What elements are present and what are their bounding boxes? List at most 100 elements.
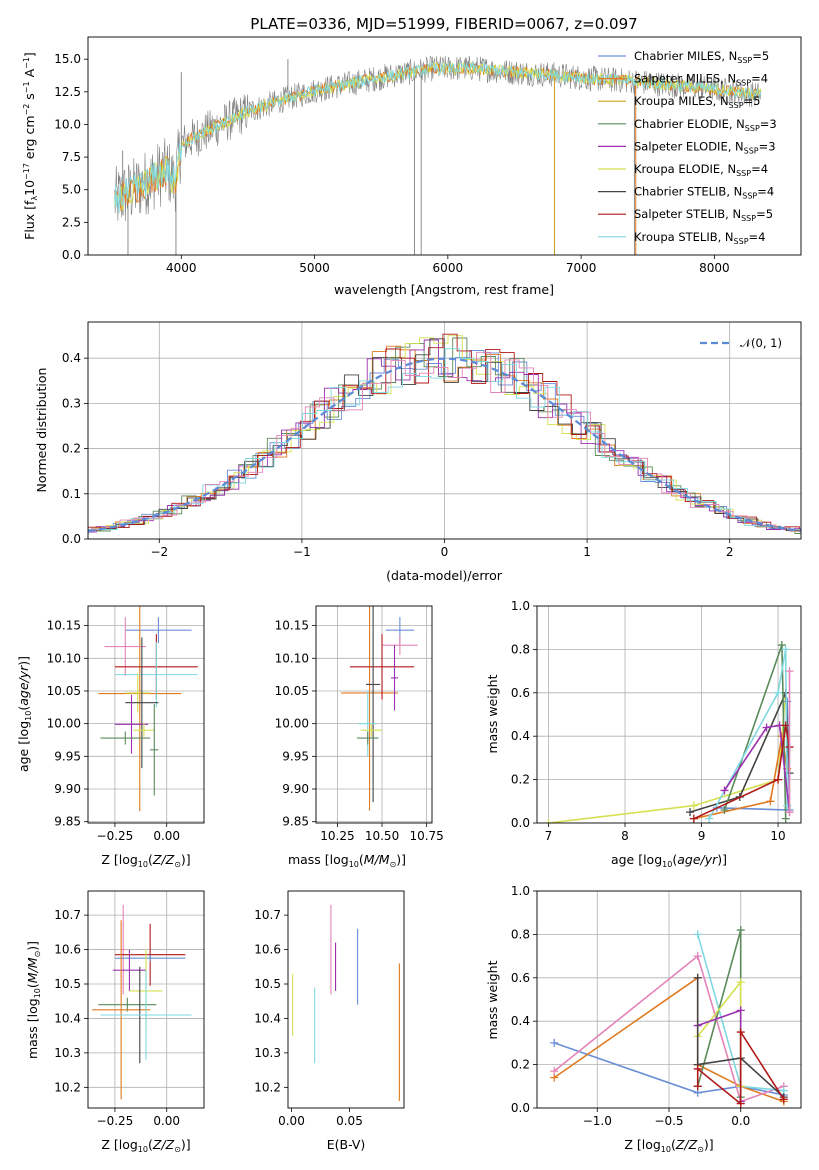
x-tick-label: 5000 [299,261,330,275]
y-tick-label: 10.15 [47,619,81,633]
weight-marker [736,1028,745,1037]
y-tick-label: 0.0 [62,248,81,262]
weight-marker [720,786,729,795]
plot-title: PLATE=0336, MJD=51999, FIBERID=0067, z=0… [250,15,637,33]
panel-massweight-vs-Z: −1.0 −0.5 0.0 0.0 0.2 0.4 0.6 0.8 1.0 Z [log10(Z/… [485,884,802,1154]
weight-marker [762,723,771,732]
legend-label: Chabrier ELODIE, NSSP=3 [634,117,777,133]
weight-marker [766,797,775,806]
histogram-step [88,348,801,535]
x-axis-label: E(B-V) [327,1137,366,1152]
x-tick-label: 10.50 [365,829,399,843]
y-tick-label: 1.0 [511,884,530,898]
weight-marker [544,819,553,823]
y-tick-label: 9.85 [282,815,309,829]
x-tick-label: 9 [698,829,706,843]
weight-marker [779,1095,788,1104]
weight-marker [693,1064,702,1073]
x-axis-label: age [log10(age/yr)] [611,852,727,869]
y-tick-label: 10.4 [254,1011,281,1025]
x-tick-label: 8 [621,829,629,843]
legend-label: Chabrier STELIB, NSSP=4 [634,185,774,201]
model-spectrum [114,61,762,212]
weight-marker [774,775,783,784]
weight-marker [736,1006,745,1015]
y-axis-label: mass [log10(M/M⊙)] [25,941,42,1059]
plot-area [88,891,204,1108]
model-spectrum [114,61,762,214]
legend-label: 𝒩(0, 1) [740,336,782,350]
x-tick-label: 0.00 [278,1114,305,1128]
x-axis-label: wavelength [Angstrom, rest frame] [334,282,554,297]
x-tick-label: 8000 [699,261,730,275]
weight-marker [736,926,745,935]
y-tick-label: 0.6 [511,686,530,700]
legend-label: Kroupa STELIB, NSSP=4 [634,230,765,246]
legend-label: Salpeter STELIB, NSSP=5 [634,207,773,223]
weight-marker [689,801,698,810]
y-tick-label: 10.10 [47,651,81,665]
y-tick-label: 0.2 [511,1058,530,1072]
axes-frame [536,605,802,824]
y-tick-label: 10.5 [254,977,281,991]
y-tick-label: 0.8 [511,642,530,656]
y-tick-label: 0.0 [62,532,81,546]
axes-frame [87,890,205,1109]
axes-frame [87,36,802,256]
panel-spectrum: 4000 5000 6000 7000 8000 0.0 2.5 5.0 7.5 10.0 12.5… [22,15,802,297]
x-tick-label: 0.0 [731,1114,750,1128]
y-tick-label: 10.00 [275,717,309,731]
x-tick-label: −0.25 [97,829,134,843]
histogram-step [88,350,801,532]
y-tick-label: 10.2 [54,1080,81,1094]
weight-marker [777,641,786,650]
y-tick-label: 10.3 [54,1046,81,1060]
weight-marker [693,973,702,982]
weight-marker [693,930,702,939]
axes-frame [87,605,205,824]
weight-marker [705,814,714,823]
x-tick-label: −0.5 [654,1114,683,1128]
y-tick-label: 10.7 [254,908,281,922]
histogram-step [88,339,801,533]
y-axis-label: Normed distribution [34,368,49,493]
x-tick-label: 6000 [433,261,464,275]
weight-marker [781,814,790,823]
y-tick-label: 10.6 [254,943,281,957]
y-tick-label: 0.4 [511,729,530,743]
x-tick-label: 0.05 [336,1114,363,1128]
x-tick-label: 2 [726,545,734,559]
y-axis-label: Flux [fλ10−17 erg cm−2 s−1 A−1] [22,52,39,240]
weight-marker [686,808,695,817]
x-tick-label: 0 [441,545,449,559]
y-tick-label: 9.85 [54,815,81,829]
y-tick-label: 15.0 [54,52,81,66]
x-tick-label: −1.0 [583,1114,612,1128]
y-tick-label: 7.5 [62,150,81,164]
y-tick-label: 10.3 [254,1046,281,1060]
plot-area [88,322,801,539]
model-spectrum [114,61,762,211]
y-tick-label: 10.5 [54,977,81,991]
plot-area [316,606,432,823]
y-tick-label: 10.15 [275,619,309,633]
y-tick-label: 9.95 [282,749,309,763]
y-tick-label: 2.5 [62,215,81,229]
y-axis-label: mass weight [485,960,500,1039]
panel-age-vs-Z: −0.25 0.00 9.85 9.90 9.95 10.00 10.05 10.10 10.1… [16,605,205,869]
y-axis-label: age [log10(age/yr)] [16,656,33,772]
x-tick-label: 10.75 [409,829,443,843]
y-tick-label: 0.0 [511,816,530,830]
y-tick-label: 9.90 [54,782,81,796]
legend-label: Salpeter MILES, NSSP=4 [634,72,768,88]
weight-line [553,954,785,1103]
x-tick-label: −0.25 [97,1114,134,1128]
y-tick-label: 10.10 [275,651,309,665]
panel-massweight-vs-age: 7 8 9 10 0.0 0.2 0.4 0.6 0.8 1.0 age [log10(age/yr… [485,599,802,869]
plot-area [88,606,204,823]
y-tick-label: 10.2 [254,1080,281,1094]
y-tick-label: 5.0 [62,183,81,197]
plot-area [537,891,801,1108]
weight-marker [689,814,698,823]
axes-frame [87,321,802,540]
